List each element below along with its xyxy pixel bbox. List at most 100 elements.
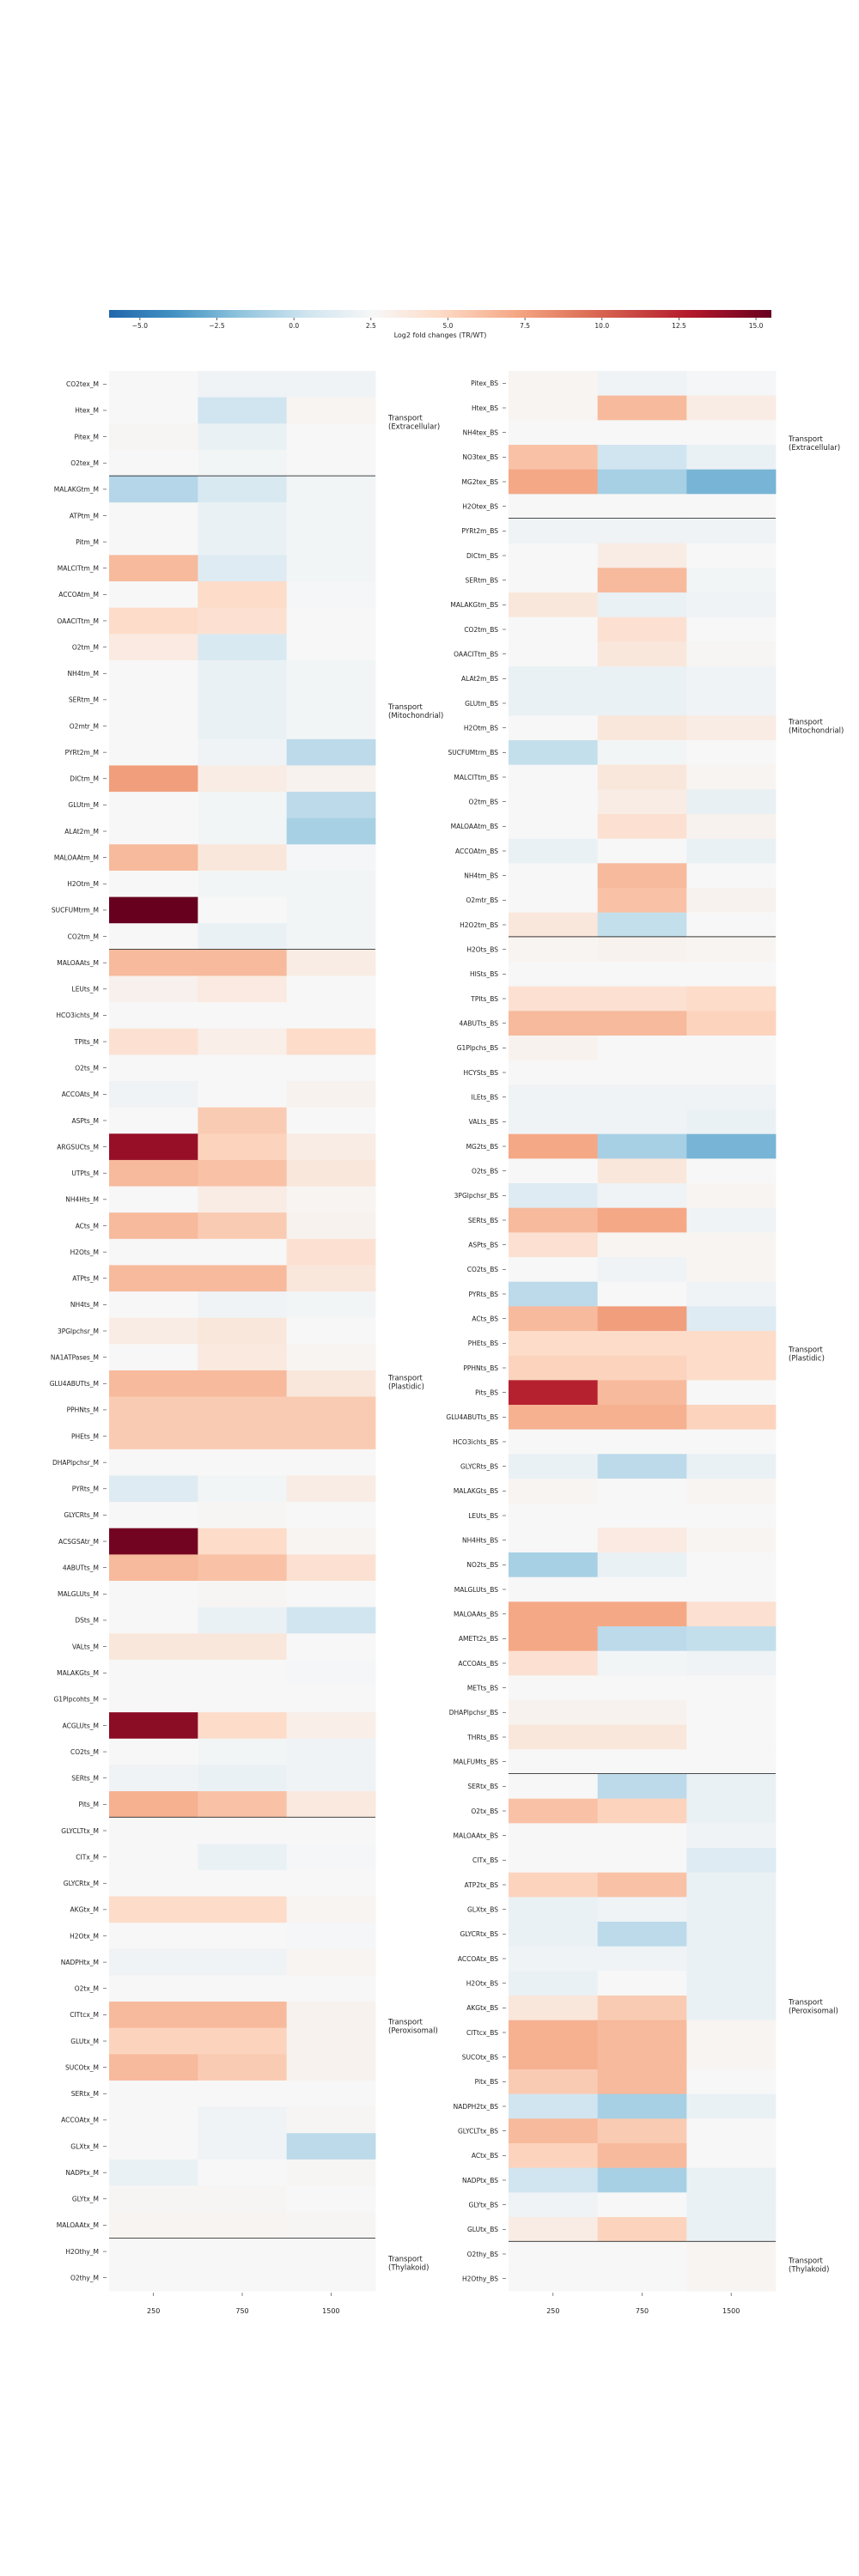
heatmap-cell (109, 1607, 198, 1634)
heatmap-cell (109, 1159, 198, 1187)
heatmap-cell (198, 713, 288, 740)
heatmap-cell (286, 1502, 376, 1529)
heatmap-cell (286, 1791, 376, 1819)
heatmap-cell (198, 1502, 288, 1529)
row-label: PHEts_BS (468, 1340, 499, 1347)
heatmap-cell (109, 1923, 198, 1950)
heatmap-cell (686, 1158, 777, 1184)
heatmap-cell (198, 1081, 288, 1109)
heatmap-cell (286, 1002, 376, 1030)
heatmap-cell (109, 896, 198, 924)
heatmap-cell (198, 1738, 288, 1765)
column-label: 1500 (722, 2307, 740, 2315)
row-label: SERtx_M (71, 2090, 99, 2098)
heatmap-cell (597, 2266, 687, 2292)
heatmap-cell (509, 1577, 599, 1602)
heatmap-cell (509, 2241, 599, 2267)
heatmap-cell (686, 888, 777, 914)
heatmap-cell (198, 1896, 288, 1923)
heatmap-cell (509, 1454, 599, 1479)
row-label: ATPtm_M (70, 512, 99, 519)
heatmap-cell (686, 1823, 777, 1849)
row-label: H2Otx_BS (466, 1979, 498, 1987)
heatmap-cell (509, 2118, 599, 2144)
heatmap-cell (198, 817, 288, 845)
row-label: 4ABUTts_M (63, 1564, 99, 1571)
heatmap-cell (686, 1528, 777, 1553)
heatmap-cell (198, 1423, 288, 1450)
heatmap-cell (597, 543, 687, 568)
heatmap-cell (286, 1580, 376, 1608)
heatmap-cell (686, 2167, 777, 2193)
heatmap-cell (509, 888, 599, 914)
heatmap-cell (686, 1946, 777, 1971)
heatmap-cell (597, 690, 687, 716)
column-label: 750 (636, 2307, 649, 2315)
heatmap-cell (286, 817, 376, 845)
row-label: CO2ts_M (70, 1748, 99, 1756)
row-label: AKGtx_M (70, 1906, 99, 1914)
heatmap-cell (686, 1922, 777, 1947)
heatmap-cell (597, 2093, 687, 2119)
row-label: SUCOtx_BS (462, 2053, 499, 2061)
row-label: 3PGlpchsr_M (58, 1327, 99, 1335)
heatmap-cell (286, 1238, 376, 1266)
row-label: GLXtx_BS (467, 1905, 498, 1913)
heatmap-cell (286, 1265, 376, 1292)
heatmap-cell (286, 1186, 376, 1213)
heatmap-cell (286, 423, 376, 451)
heatmap-cell (597, 1011, 687, 1036)
heatmap-cell (509, 2093, 599, 2119)
group-label-line: (Peroxisomal) (789, 2007, 838, 2015)
heatmap-cell (286, 1948, 376, 1976)
row-label: GLUtx_M (70, 2038, 99, 2045)
heatmap-cell (109, 1765, 198, 1792)
heatmap-cell (686, 912, 777, 938)
heatmap-cell (686, 1207, 777, 1233)
row-label: GLUtm_BS (465, 700, 498, 708)
heatmap-cell (198, 1054, 288, 1082)
row-label: O2mtr_BS (466, 896, 498, 904)
heatmap-cell (597, 420, 687, 446)
heatmap-cell (286, 528, 376, 556)
heatmap-cell (109, 1659, 198, 1686)
row-label: VALts_M (72, 1643, 99, 1650)
heatmap-cell (286, 1765, 376, 1792)
heatmap-cell (198, 371, 288, 398)
heatmap-cell (686, 445, 777, 471)
heatmap-cell (198, 1449, 288, 1476)
heatmap-cell (509, 863, 599, 889)
row-label: DHAPlpchsr_M (52, 1459, 99, 1467)
heatmap-cell (686, 986, 777, 1012)
heatmap-cell (109, 2185, 198, 2213)
heatmap-cell (198, 528, 288, 556)
row-label: GLU4ABUTts_BS (446, 1413, 498, 1421)
row-label: CITtcx_BS (466, 2029, 498, 2037)
heatmap-cell (109, 502, 198, 530)
heatmap-cell (686, 666, 777, 692)
heatmap-cell (686, 1380, 777, 1406)
heatmap-cell (286, 371, 376, 398)
heatmap-cell (198, 975, 288, 1003)
heatmap-cell (509, 764, 599, 790)
heatmap-cell (509, 519, 599, 544)
heatmap-cell (509, 1257, 599, 1283)
row-label: MALOAAtm_BS (451, 823, 499, 830)
heatmap-cell (109, 1370, 198, 1397)
heatmap-cell (597, 592, 687, 618)
heatmap-cell (286, 765, 376, 793)
heatmap-cell (109, 1817, 198, 1844)
row-label: O2ts_BS (472, 1167, 498, 1175)
heatmap-cell (597, 1823, 687, 1849)
heatmap-cell (198, 659, 288, 687)
heatmap-cell (509, 1084, 599, 1110)
heatmap-cell (109, 634, 198, 661)
heatmap-cell (509, 1749, 599, 1775)
heatmap-cell (198, 1344, 288, 1371)
group-label-line: Transport (788, 1346, 824, 1355)
heatmap-cell (509, 1774, 599, 1800)
row-label: MALGLUts_BS (454, 1586, 498, 1594)
row-label: NO3tex_BS (462, 453, 498, 461)
heatmap-cell (597, 395, 687, 421)
heatmap-cell (686, 863, 777, 889)
